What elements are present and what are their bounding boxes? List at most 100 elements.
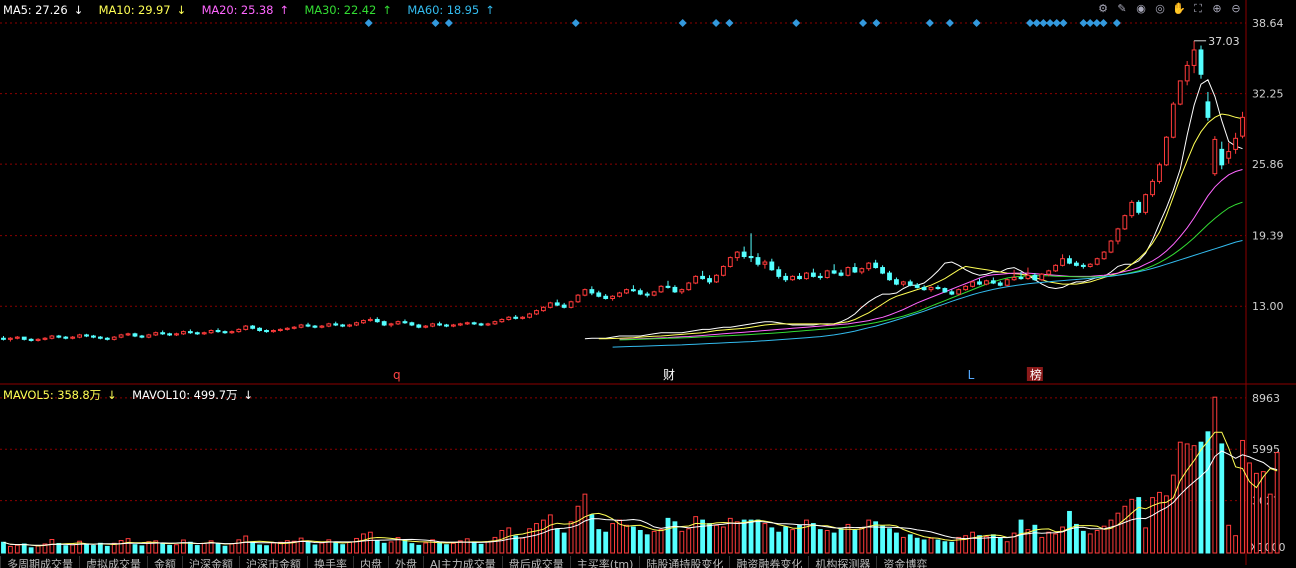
tab-11[interactable]: 陆股通持股变化 xyxy=(639,556,729,568)
candle-body xyxy=(880,267,885,274)
volume-bar xyxy=(319,542,325,554)
volume-bar xyxy=(1143,527,1149,554)
volume-bar xyxy=(610,523,616,554)
volume-bar xyxy=(499,529,505,554)
volume-bar xyxy=(672,521,678,554)
volume-bar xyxy=(624,524,629,554)
volume-bar xyxy=(1219,443,1225,554)
volume-bar xyxy=(381,542,387,554)
volume-bar xyxy=(354,537,359,554)
gear-icon[interactable]: ⚙ xyxy=(1098,2,1108,15)
volume-bar xyxy=(229,543,235,554)
volume-bar xyxy=(153,540,159,554)
eye-icon[interactable]: ◉ xyxy=(1136,2,1146,15)
volume-bar xyxy=(1240,439,1245,554)
candle-body xyxy=(755,257,761,265)
candle-body xyxy=(277,328,283,332)
volume-bar xyxy=(1115,512,1121,554)
volume-bar xyxy=(464,538,470,554)
volume-bar xyxy=(513,535,519,554)
volume-bar xyxy=(492,536,498,554)
candle-body xyxy=(1170,103,1176,138)
candle-body xyxy=(1157,164,1162,182)
candle-body xyxy=(624,289,629,294)
event-marker: 财 xyxy=(663,368,675,382)
candle-body xyxy=(291,326,297,329)
hand-icon[interactable]: ✋ xyxy=(1172,2,1186,15)
volume-bar xyxy=(277,541,283,554)
ma30-legend: MA30: 22.42 ↑ xyxy=(304,3,392,17)
volume-bar xyxy=(395,537,401,554)
volume-bar xyxy=(797,524,802,554)
candle-body xyxy=(104,337,110,340)
volume-bar xyxy=(873,521,879,554)
volume-bar xyxy=(181,539,186,554)
volume-bar xyxy=(880,525,885,554)
eye-off-icon[interactable]: ◎ xyxy=(1155,2,1165,15)
price-tick-label: 38.64 xyxy=(1252,17,1284,30)
candle-body xyxy=(153,332,159,336)
volume-bar xyxy=(942,541,948,554)
fullscreen-icon[interactable]: ⛶ xyxy=(1194,2,1202,15)
tab-9[interactable]: 盘后成交量 xyxy=(501,556,570,568)
signal-diamond xyxy=(945,19,954,27)
candle-body xyxy=(132,333,138,337)
volume-bar xyxy=(1157,491,1162,554)
candle-body xyxy=(56,335,62,338)
candle-body xyxy=(354,322,359,326)
volume-bar xyxy=(56,542,62,554)
zoom-out-icon[interactable]: ⊖ xyxy=(1231,2,1241,15)
volume-bar xyxy=(7,545,13,554)
volume-bar xyxy=(914,537,920,554)
candle-body xyxy=(1046,270,1052,275)
volume-bar xyxy=(243,535,249,554)
volume-bar xyxy=(222,545,228,554)
volume-bar xyxy=(28,547,34,554)
candle-body xyxy=(381,321,387,326)
candle-body xyxy=(644,293,650,296)
volume-bar xyxy=(1163,495,1169,554)
candle-body xyxy=(804,272,809,280)
tab-0[interactable]: 多周期成交量 xyxy=(0,556,79,568)
volume-bar xyxy=(783,526,789,554)
tab-4[interactable]: 沪深市金额 xyxy=(239,556,307,568)
price-tick-label: 13.00 xyxy=(1252,300,1284,313)
candle-body xyxy=(727,257,733,267)
tab-6[interactable]: 内盘 xyxy=(353,556,388,568)
candle-body xyxy=(797,275,802,280)
candle-body xyxy=(1143,194,1149,213)
candle-body xyxy=(1039,273,1045,281)
volume-bar xyxy=(769,527,775,554)
tab-8[interactable]: AI主力成交量 xyxy=(423,556,502,568)
candle-body xyxy=(21,336,27,340)
volume-bar xyxy=(845,523,851,554)
volume-bar xyxy=(312,544,318,554)
volume-bar xyxy=(305,541,311,554)
volume-bar xyxy=(1226,524,1232,554)
tab-10[interactable]: 主买率(tm) xyxy=(569,556,640,568)
candle-body xyxy=(651,291,657,296)
volume-bar xyxy=(367,531,373,554)
pen-icon[interactable]: ✎ xyxy=(1117,2,1127,15)
tab-13[interactable]: 机构探测器 xyxy=(808,556,876,568)
candle-body xyxy=(534,310,539,315)
volume-bar xyxy=(928,537,934,554)
volume-bar xyxy=(236,539,242,554)
candle-body xyxy=(1177,80,1183,105)
candle-body xyxy=(208,330,214,334)
tab-5[interactable]: 换手率 xyxy=(307,556,353,568)
volume-bar xyxy=(984,536,989,554)
zoom-in-icon[interactable]: ⊕ xyxy=(1212,2,1222,15)
tab-3[interactable]: 沪深金额 xyxy=(182,556,239,568)
candle-body xyxy=(125,333,131,336)
tab-7[interactable]: 外盘 xyxy=(388,556,423,568)
candle-body xyxy=(167,333,172,336)
tab-14[interactable]: 资金博弈 xyxy=(876,556,933,568)
volume-bar xyxy=(589,514,595,554)
tab-2[interactable]: 金额 xyxy=(147,556,182,568)
volume-bar xyxy=(714,524,719,554)
tab-12[interactable]: 融资融券变化 xyxy=(729,556,808,568)
tab-1[interactable]: 虚拟成交量 xyxy=(79,556,147,568)
candle-body xyxy=(1219,148,1225,166)
